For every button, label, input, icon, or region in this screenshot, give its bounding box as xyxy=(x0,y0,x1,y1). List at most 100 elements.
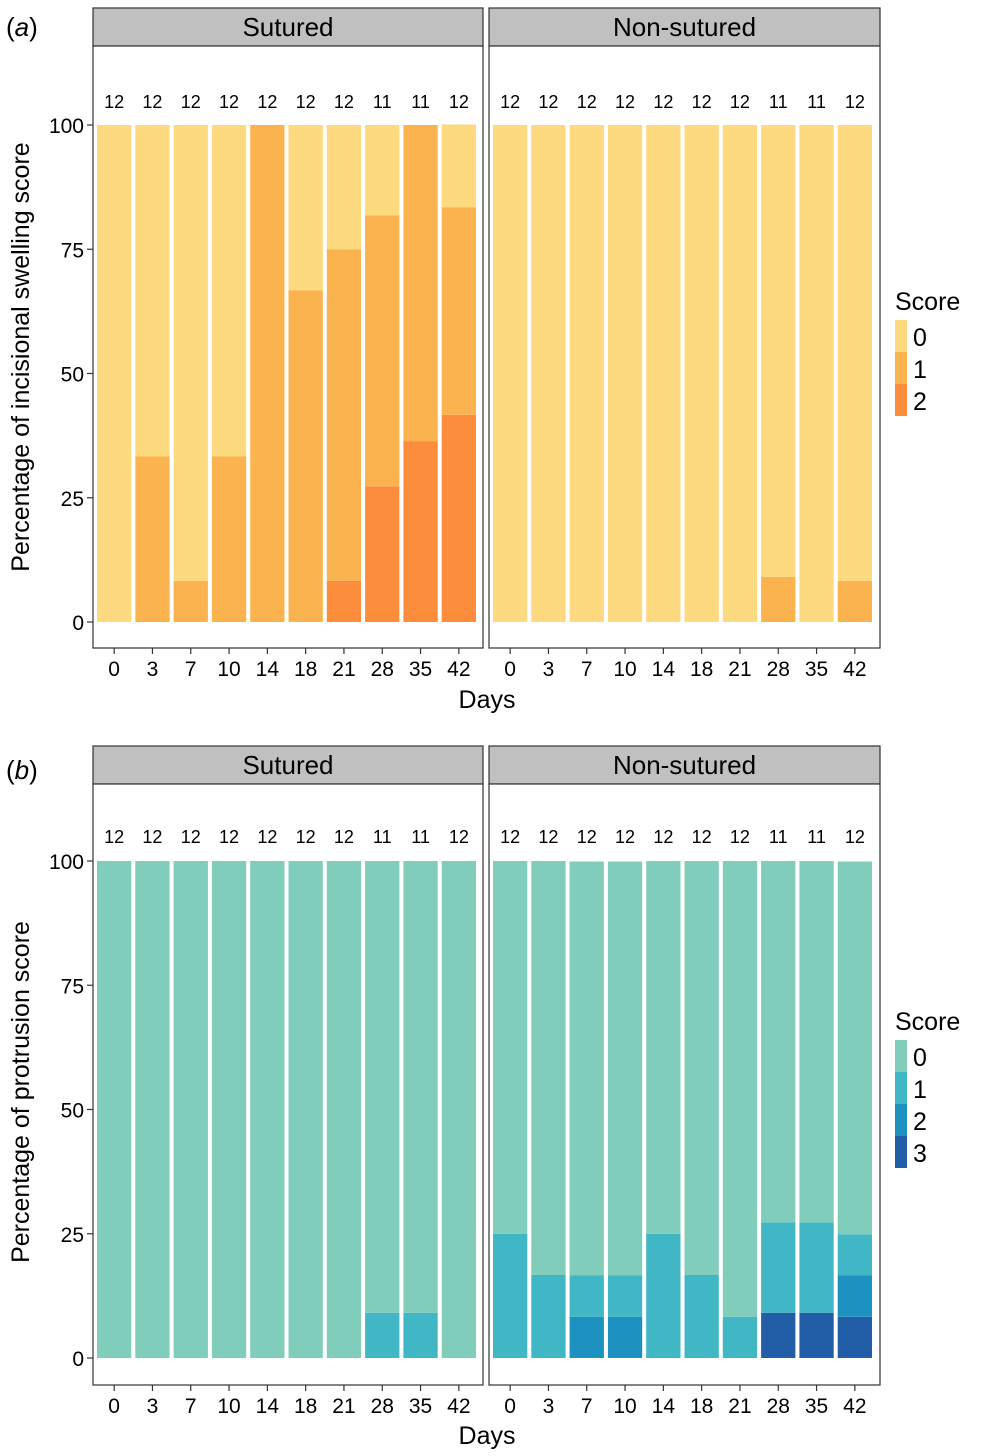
bar-count-label: 12 xyxy=(615,92,635,112)
x-tick-label: 10 xyxy=(613,658,636,681)
bar-count-label: 12 xyxy=(142,827,162,847)
bar-count-label: 12 xyxy=(692,92,712,112)
bar-count-label: 12 xyxy=(845,827,865,847)
bar-count-label: 12 xyxy=(296,92,316,112)
x-tick-label: 35 xyxy=(805,658,828,681)
bar-segment-score-1 xyxy=(493,1233,528,1358)
bar-segment-score-1 xyxy=(569,1275,604,1317)
legend-swatch-0 xyxy=(895,1040,907,1072)
x-tick-label: 35 xyxy=(409,1395,432,1418)
bar-count-label: 12 xyxy=(181,92,201,112)
bar-count-label: 12 xyxy=(334,92,354,112)
y-axis-label: Percentage of protrusion score xyxy=(7,921,35,1263)
x-tick-label: 21 xyxy=(332,1395,355,1418)
bar-count-label: 11 xyxy=(373,92,392,112)
bar-segment-score-0 xyxy=(837,125,872,581)
y-tick-label: 50 xyxy=(61,364,84,387)
facet-title: Non-sutured xyxy=(613,750,756,780)
bar-segment-score-0 xyxy=(761,125,796,577)
x-tick-label: 28 xyxy=(371,1395,394,1418)
x-axis-label: Days xyxy=(459,686,516,714)
x-tick-label: 18 xyxy=(690,658,713,681)
x-tick-label: 3 xyxy=(543,658,555,681)
bar-count-label: 12 xyxy=(104,827,124,847)
bar-segment-score-2 xyxy=(326,580,362,622)
x-tick-label: 3 xyxy=(147,658,159,681)
x-tick-label: 10 xyxy=(613,1395,636,1418)
bar-segment-score-0 xyxy=(288,861,323,1358)
bar-segment-score-0 xyxy=(722,125,758,622)
panel-label: (a) xyxy=(6,12,38,42)
bar-count-label: 11 xyxy=(769,827,788,847)
x-tick-label: 7 xyxy=(581,658,593,681)
x-tick-label: 35 xyxy=(409,658,432,681)
x-tick-label: 7 xyxy=(581,1395,593,1418)
bar-count-label: 12 xyxy=(577,92,597,112)
bar-segment-score-1 xyxy=(326,249,362,581)
legend-swatch-3 xyxy=(895,1136,907,1168)
y-tick-label: 25 xyxy=(61,488,84,511)
x-tick-label: 28 xyxy=(371,658,394,681)
x-tick-label: 21 xyxy=(728,658,751,681)
y-tick-label: 75 xyxy=(61,975,84,998)
bar-count-label: 12 xyxy=(577,827,597,847)
bar-segment-score-0 xyxy=(684,125,719,622)
bar-count-label: 12 xyxy=(257,827,277,847)
x-tick-label: 14 xyxy=(652,1395,676,1418)
bar-segment-score-0 xyxy=(441,861,476,1358)
y-axis-label: Percentage of incisional swelling score xyxy=(7,142,35,571)
bar-count-label: 12 xyxy=(653,92,673,112)
bar-segment-score-1 xyxy=(403,125,438,442)
bar-count-label: 12 xyxy=(500,92,520,112)
bar-count-label: 12 xyxy=(257,92,277,112)
bar-segment-score-2 xyxy=(607,1316,643,1358)
legend: Score 0 1 2 xyxy=(895,288,960,416)
y-tick-label: 25 xyxy=(61,1224,84,1247)
x-tick-label: 42 xyxy=(447,1395,470,1418)
x-tick-label: 0 xyxy=(504,1395,516,1418)
bar-count-label: 12 xyxy=(500,827,520,847)
bar-count-label: 12 xyxy=(653,827,673,847)
bar-count-label: 11 xyxy=(807,827,826,847)
bar-segment-score-0 xyxy=(569,861,604,1276)
x-tick-label: 42 xyxy=(843,1395,866,1418)
legend-title: Score xyxy=(895,1008,960,1036)
bar-count-label: 12 xyxy=(730,92,750,112)
bar-segment-score-1 xyxy=(173,580,208,622)
bar-segment-score-1 xyxy=(403,1312,438,1358)
legend-swatch-2 xyxy=(895,384,907,416)
bar-segment-score-0 xyxy=(493,861,528,1234)
bar-segment-score-1 xyxy=(365,215,400,487)
bar-segment-score-3 xyxy=(761,1312,796,1358)
legend-swatch-2 xyxy=(895,1104,907,1136)
x-tick-label: 10 xyxy=(217,658,240,681)
facet-strip xyxy=(488,7,881,47)
legend-label: 1 xyxy=(913,356,927,384)
x-tick-label: 7 xyxy=(185,658,197,681)
bar-segment-score-0 xyxy=(403,861,438,1313)
bar-segment-score-0 xyxy=(684,861,719,1276)
bar-segment-score-1 xyxy=(722,1316,758,1358)
bar-segment-score-3 xyxy=(799,1312,834,1358)
x-tick-label: 21 xyxy=(332,658,355,681)
x-tick-label: 18 xyxy=(294,658,317,681)
bar-segment-score-0 xyxy=(326,861,362,1358)
facet-sutured: Sutured 12 0 12 3 12 7 12 10 12 14 12 18 12 21 11 28 11 35… xyxy=(92,745,484,1418)
bar-count-label: 12 xyxy=(449,827,469,847)
bar-count-label: 12 xyxy=(449,92,469,112)
bar-segment-score-0 xyxy=(173,125,208,581)
bar-segment-score-1 xyxy=(761,1222,796,1313)
facet-strip xyxy=(92,745,484,785)
chart-panel-b: (b) Percentage of protrusion score 0 25 50 75… xyxy=(6,745,960,1450)
bar-count-label: 12 xyxy=(692,827,712,847)
bar-segment-score-1 xyxy=(288,290,323,622)
bar-count-label: 12 xyxy=(219,827,239,847)
x-tick-label: 18 xyxy=(690,1395,713,1418)
y-tick-label: 50 xyxy=(61,1100,84,1123)
bar-segment-score-2 xyxy=(837,1275,872,1317)
bar-segment-score-3 xyxy=(837,1316,872,1358)
bar-segment-score-2 xyxy=(403,441,438,622)
bar-segment-score-0 xyxy=(97,125,132,622)
bar-segment-score-2 xyxy=(441,414,476,622)
bar-segment-score-0 xyxy=(211,125,247,457)
